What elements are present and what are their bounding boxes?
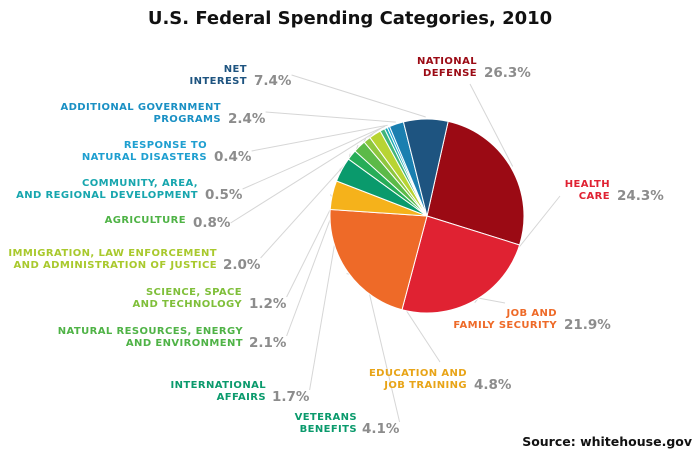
slice-label: SCIENCE, SPACE AND TECHNOLOGY <box>133 287 243 310</box>
leader-line <box>230 127 382 224</box>
pie-slice <box>402 118 449 217</box>
slice-label: AGRICULTURE <box>105 215 186 226</box>
slice-label: VETERANS BENEFITS <box>295 412 357 435</box>
slice-value-label: 0.4% <box>214 149 252 165</box>
slice-value-label: 0.8% <box>193 215 231 231</box>
slice-value-label: 21.9% <box>564 317 611 333</box>
leader-line <box>291 74 426 118</box>
source-note: Source: whitehouse.gov <box>522 434 692 449</box>
slice-value-label: 4.8% <box>474 377 512 393</box>
slice-value-label: 26.3% <box>484 65 531 81</box>
slice-label: NATURAL RESOURCES, ENERGY AND ENVIRONMENT <box>58 326 244 349</box>
slice-value-label: 2.4% <box>228 111 266 127</box>
slice-value-label: 24.3% <box>617 188 664 204</box>
leader-line <box>265 111 396 123</box>
slice-value-label: 2.0% <box>223 257 261 273</box>
slice-label: COMMUNITY, AREA, AND REGIONAL DEVELOPMENT <box>16 178 198 201</box>
slice-label: EDUCATION AND JOB TRAINING <box>369 368 467 391</box>
slice-value-label: 4.1% <box>362 421 400 437</box>
pie-slice <box>426 120 525 246</box>
leader-line <box>469 83 514 167</box>
pie-slices <box>329 118 525 314</box>
slice-value-label: 7.4% <box>254 73 292 89</box>
slice-value-label: 1.7% <box>272 389 310 405</box>
slice-value-label: 1.2% <box>249 296 287 312</box>
slice-value-label: 0.5% <box>205 187 243 203</box>
chart-title: U.S. Federal Spending Categories, 2010 <box>147 8 553 29</box>
slice-value-label: 2.1% <box>249 335 287 351</box>
leader-line <box>251 124 388 152</box>
slice-label: HEALTH CARE <box>565 179 610 202</box>
slice-label: NET INTEREST <box>190 64 248 87</box>
slice-label: ADDITIONAL GOVERNMENT PROGRAMS <box>60 102 221 125</box>
slice-label: JOB AND FAMILY SECURITY <box>453 308 557 331</box>
pie-slice <box>329 208 428 311</box>
leader-line <box>242 125 386 190</box>
slice-labels: NATIONAL DEFENSE 26.3% HEALTH CARE 24.3% JOB A… <box>8 56 664 437</box>
slice-label: IMMIGRATION, LAW ENFORCEMENT AND ADMINIST… <box>8 248 217 271</box>
slice-label: NATIONAL DEFENSE <box>417 56 477 79</box>
pie-slice <box>401 215 521 314</box>
slice-label: INTERNATIONAL AFFAIRS <box>171 380 267 403</box>
slice-label: RESPONSE TO NATURAL DISASTERS <box>82 140 207 163</box>
